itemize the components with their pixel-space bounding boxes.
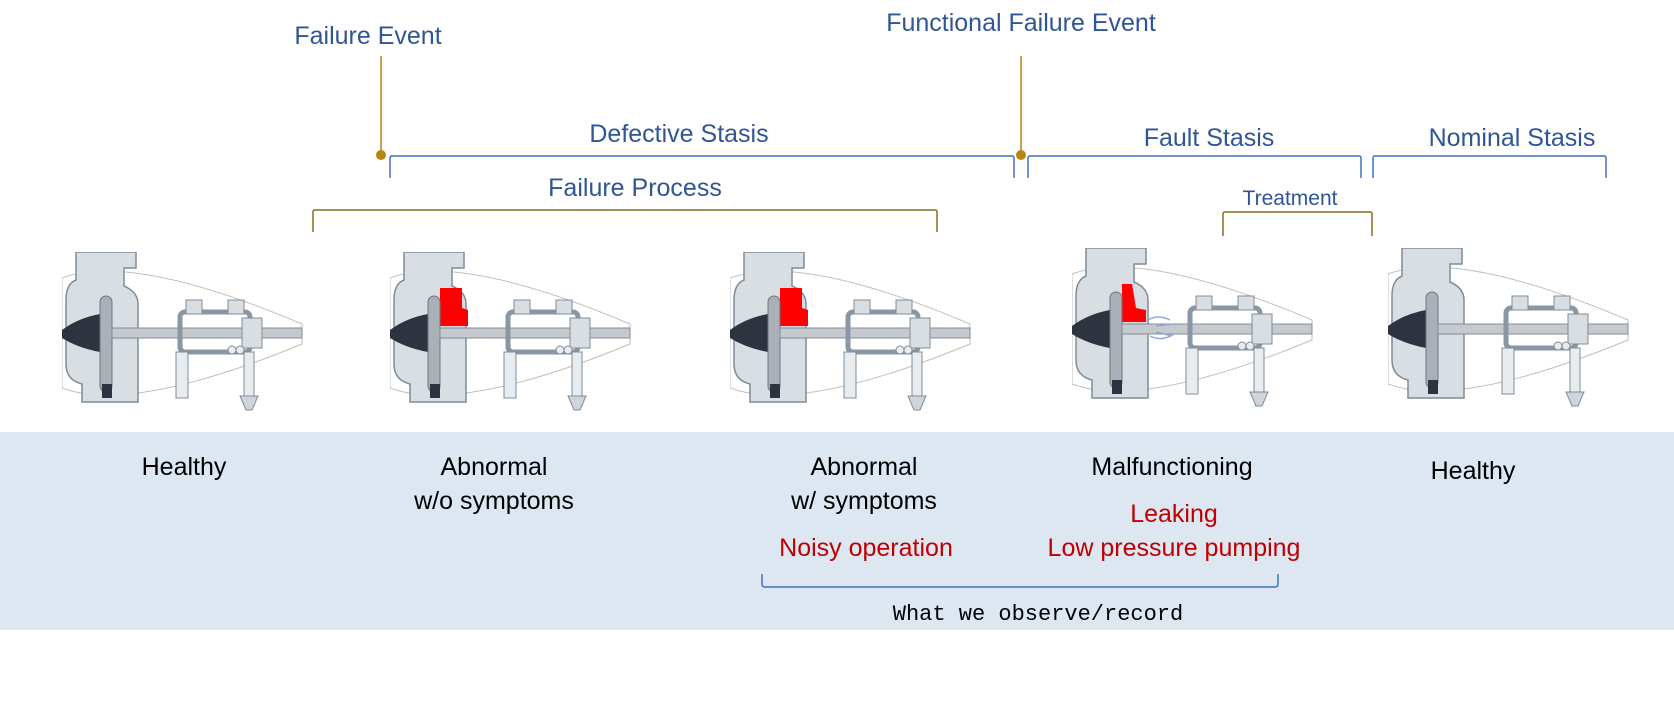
pump-abnormal-1 xyxy=(389,251,640,419)
pump-icon xyxy=(389,251,631,411)
failure-event-label: Failure Event xyxy=(294,22,442,50)
state-line1: Abnormal xyxy=(810,453,918,481)
state-label-abnormal-2: Abnormal w/ symptoms xyxy=(791,450,937,518)
observation-band xyxy=(0,432,1674,630)
pump-malfunctioning xyxy=(1071,247,1322,415)
nominal-stasis-bracket xyxy=(1372,155,1607,178)
pump-abnormal-2 xyxy=(729,251,980,419)
impeller-damage xyxy=(780,288,808,326)
symptom-low-pressure: Low pressure pumping xyxy=(1047,534,1301,562)
state-label-healthy-2: Healthy xyxy=(1431,454,1516,488)
symptom-noisy: Noisy operation xyxy=(779,534,953,562)
observe-record-label: What we observe/record xyxy=(892,602,1184,627)
state-line2: w/ symptoms xyxy=(791,487,937,515)
fault-stasis-bracket xyxy=(1027,155,1362,178)
state-line1: Malfunctioning xyxy=(1091,453,1253,481)
pump-icon xyxy=(729,251,971,411)
state-line2: w/o symptoms xyxy=(414,487,574,515)
pump-icon xyxy=(1071,247,1313,407)
state-line1: Abnormal xyxy=(440,453,548,481)
defective-stasis-label: Defective Stasis xyxy=(589,120,769,148)
state-line1: Healthy xyxy=(141,453,227,481)
state-label-abnormal-1: Abnormal w/o symptoms xyxy=(414,450,574,518)
symptom-leaking: Leaking xyxy=(1130,500,1218,528)
state-line1: Healthy xyxy=(1430,457,1516,485)
fault-stasis-label: Fault Stasis xyxy=(1143,124,1275,152)
pump-icon xyxy=(61,251,303,411)
state-label-malfunctioning: Malfunctioning xyxy=(1091,450,1252,484)
impeller-damage xyxy=(440,288,468,326)
failure-process-label: Failure Process xyxy=(548,174,722,202)
functional-failure-event-dot xyxy=(1016,150,1026,160)
impeller-damage xyxy=(1122,284,1146,322)
pump-healthy-2 xyxy=(1387,247,1638,415)
failure-event-dot xyxy=(376,150,386,160)
nominal-stasis-label: Nominal Stasis xyxy=(1428,124,1596,152)
observe-bracket xyxy=(761,574,1279,588)
treatment-label: Treatment xyxy=(1242,187,1338,210)
functional-failure-event-label: Functional Failure Event xyxy=(886,9,1156,37)
pump-icon xyxy=(1387,247,1629,407)
pump-healthy-1 xyxy=(61,251,312,419)
failure-process-bracket xyxy=(312,209,938,232)
state-label-healthy-1: Healthy xyxy=(142,450,227,484)
leak-spray xyxy=(1147,316,1175,340)
treatment-bracket xyxy=(1222,211,1373,236)
defective-stasis-bracket xyxy=(389,155,1015,178)
